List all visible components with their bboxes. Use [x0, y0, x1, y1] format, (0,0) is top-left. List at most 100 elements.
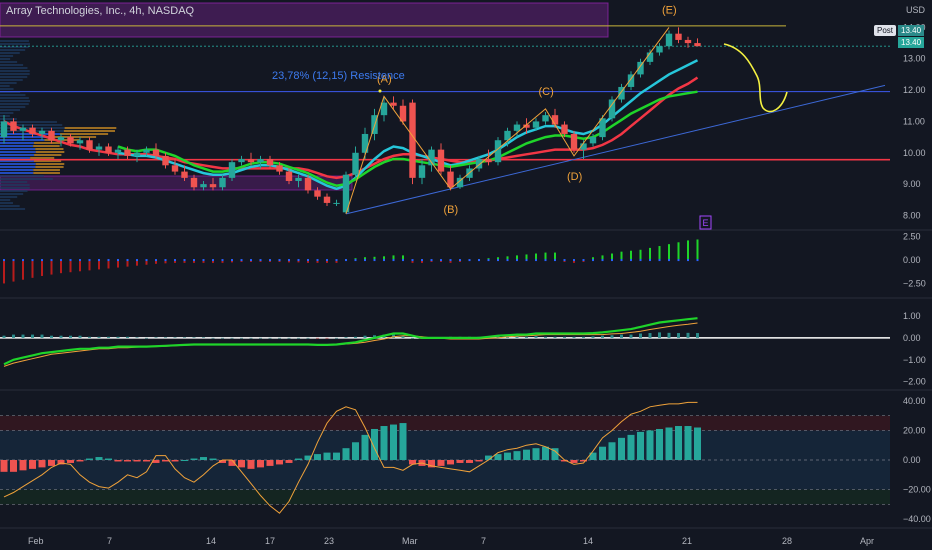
macd-hist-bar [97, 336, 101, 338]
macd-hist-bar [259, 337, 262, 339]
volume-profile-bar [0, 208, 26, 210]
osc-bar [67, 460, 74, 463]
volume-profile-bar [0, 118, 17, 120]
candle-body [665, 33, 673, 47]
x-tick-label: Mar [402, 536, 418, 546]
momentum-dot [696, 259, 699, 262]
volume-profile-bar [34, 154, 62, 156]
osc-bar [295, 458, 302, 460]
hand-drawn-projection [723, 43, 788, 113]
volume-profile-bar [0, 61, 18, 63]
momentum-bar [41, 260, 43, 276]
momentum-bar [668, 244, 670, 261]
momentum-bar [88, 260, 91, 271]
momentum-dot [658, 259, 661, 262]
x-tick-label: Feb [28, 536, 44, 546]
osc-bar [437, 460, 445, 466]
momentum-dot [516, 259, 518, 262]
momentum-dot [402, 259, 404, 262]
momentum-bar [107, 260, 110, 269]
macd-hist-bar [553, 336, 557, 338]
y-tick-label: 1.00 [903, 311, 921, 321]
macd-hist-bar [401, 335, 405, 338]
momentum-dot [554, 259, 556, 262]
osc-bar [200, 457, 207, 460]
volume-profile-bar [0, 166, 36, 168]
x-tick-label: 17 [265, 536, 275, 546]
momentum-bar [383, 256, 385, 261]
post-badge-label: Post [877, 26, 894, 35]
macd-hist-bar [249, 337, 253, 339]
candle-body [67, 137, 74, 144]
momentum-dot [478, 259, 480, 262]
macd-hist-bar [620, 334, 623, 338]
momentum-dot [231, 259, 233, 262]
momentum-bar [3, 260, 5, 284]
macd-hist-bar [221, 337, 224, 339]
osc-bar [352, 442, 359, 460]
candle-body [133, 152, 141, 156]
wave-label: (C) [539, 86, 554, 98]
volume-profile-bar [0, 94, 26, 96]
momentum-bar [696, 239, 699, 261]
osc-bar [561, 460, 568, 462]
volume-profile-bar [35, 151, 65, 153]
macd-hist-bar [515, 336, 519, 338]
momentum-dot [497, 259, 499, 262]
osc-bar [0, 460, 8, 472]
macd-hist-bar [12, 334, 15, 338]
candle-body [675, 33, 682, 40]
candle-body [418, 165, 426, 178]
macd-hist-bar [544, 336, 547, 338]
momentum-dot [117, 259, 119, 262]
macd-hist-bar [154, 337, 158, 338]
macd-hist-bar [696, 333, 699, 338]
macd-hist-bar [639, 333, 642, 338]
momentum-dot [430, 259, 433, 262]
macd-hist-bar [658, 332, 661, 338]
momentum-bar [601, 255, 604, 261]
osc-bar [276, 460, 283, 465]
candle-body [656, 46, 663, 53]
wave-label: (E) [662, 4, 677, 16]
candle-body [390, 102, 397, 106]
momentum-dot [164, 259, 167, 262]
osc-bar [124, 460, 131, 462]
momentum-dot [601, 259, 604, 262]
time-axis: Feb 7 14 17 23 Mar 7 14 21 28 Apr [28, 536, 874, 546]
macd-hist-bar [373, 335, 376, 338]
candle-body [361, 133, 369, 153]
momentum-bar [364, 257, 366, 261]
oversold-band [0, 489, 890, 505]
elliott-wave-path [345, 27, 670, 215]
volume-profile-bar [35, 166, 64, 168]
volume-profile-bar [0, 202, 13, 204]
macd-hist-bar [21, 334, 25, 338]
momentum-dot [544, 259, 547, 262]
candle-body [19, 127, 27, 131]
overbought-band [0, 415, 890, 431]
momentum-dot [573, 259, 575, 262]
macd-hist-bar [40, 334, 44, 338]
y-tick-label: 11.00 [903, 116, 925, 126]
volume-profile-bar [0, 175, 44, 177]
osc-bar [513, 451, 521, 460]
x-tick-label: 23 [324, 536, 334, 546]
volume-profile-bar [0, 136, 54, 138]
momentum-bar [79, 260, 81, 272]
y-tick-label: −40.00 [903, 514, 931, 524]
volume-profile-bar [0, 100, 30, 102]
momentum-dot [240, 259, 243, 262]
macd-hist-bar [677, 333, 680, 338]
momentum-dot [69, 259, 72, 262]
osc-bar [665, 427, 673, 460]
momentum-dot [98, 259, 100, 262]
momentum-dot [620, 259, 623, 262]
osc-bar [143, 460, 150, 462]
momentum-dot [278, 259, 281, 262]
osc-bar [76, 460, 84, 462]
momentum-bar [516, 255, 518, 261]
momentum-bar [50, 260, 53, 275]
momentum-dot [411, 259, 414, 262]
